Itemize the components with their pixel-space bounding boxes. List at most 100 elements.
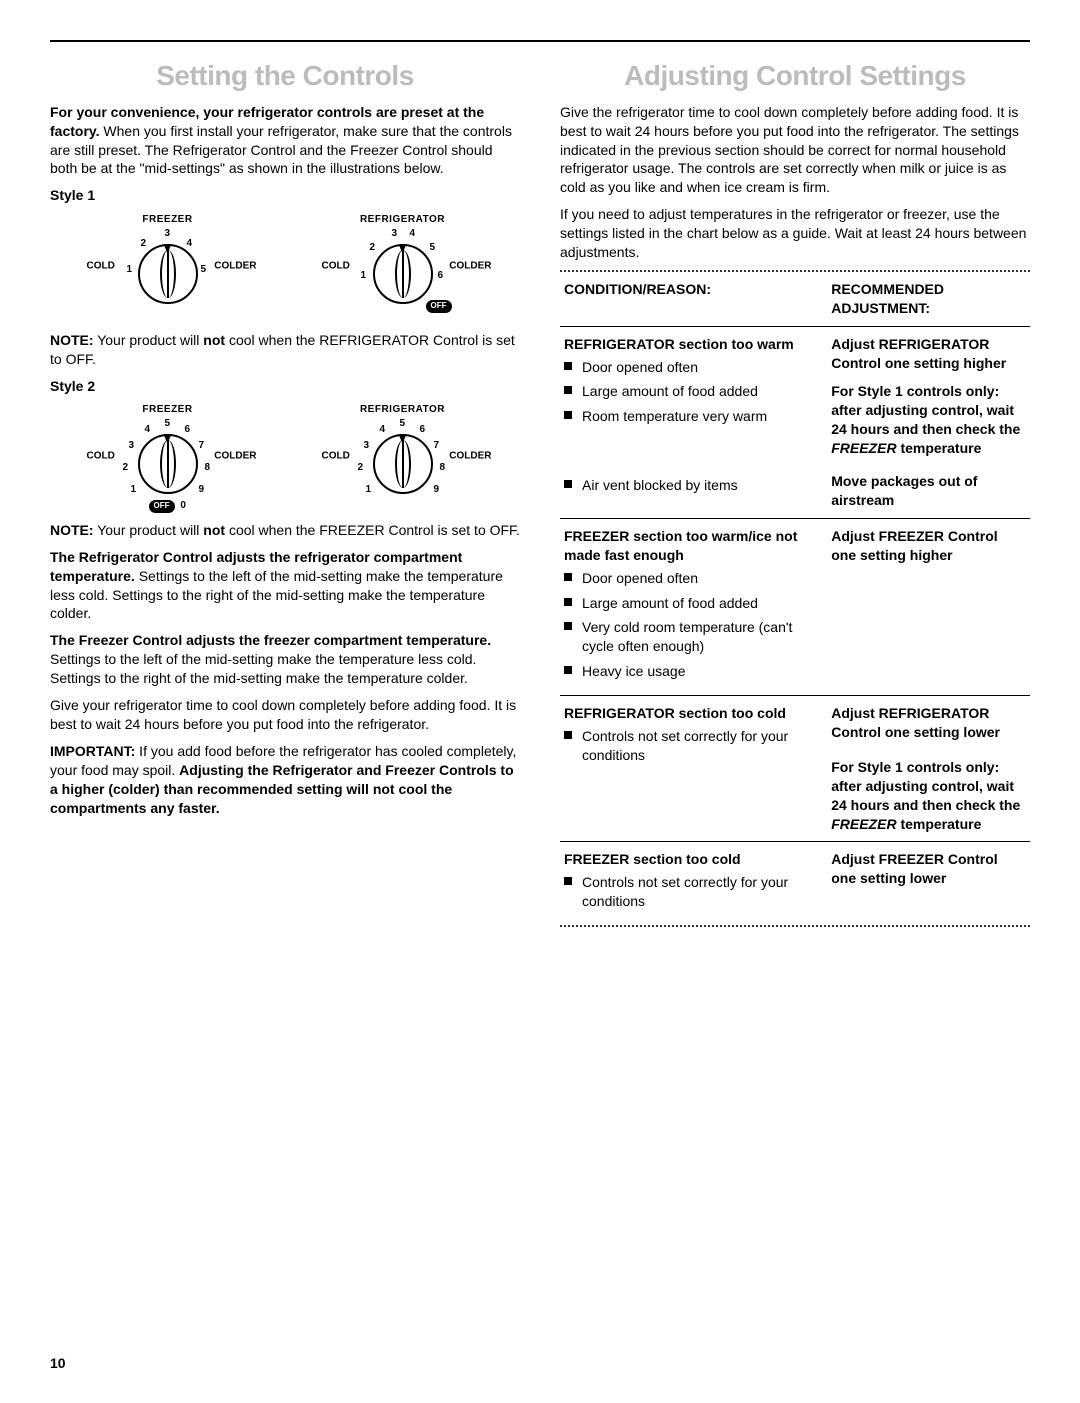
bullet-list: Door opened often Large amount of food a… bbox=[564, 358, 817, 427]
list-item: Room temperature very warm bbox=[582, 407, 817, 426]
dial-icon: 1 2 3 4 5 6 7 8 9 bbox=[358, 419, 448, 509]
adj-sub-pre: For Style 1 controls only: after adjusti… bbox=[831, 383, 1020, 437]
list-item: Very cold room temperature (can't cycle … bbox=[582, 618, 817, 656]
intro-paragraph: For your convenience, your refrigerator … bbox=[50, 103, 520, 179]
adj-sub: For Style 1 controls only: after adjusti… bbox=[831, 758, 1026, 834]
colder-label: COLDER bbox=[214, 259, 256, 273]
style2-freezer-dial: FREEZER COLD COLDER 1 2 3 4 5 6 7 8 9 OF… bbox=[123, 403, 213, 509]
page-top-rule bbox=[50, 40, 1030, 42]
tick-0: 0 bbox=[180, 500, 186, 511]
adjustment-cell: Adjust REFRIGERATOR Control one setting … bbox=[831, 335, 1026, 458]
note1-text: Your product will bbox=[94, 332, 204, 348]
tick-3: 3 bbox=[364, 439, 370, 453]
intro-rest: When you first install your refrigerator… bbox=[50, 123, 512, 177]
bullet-list: Air vent blocked by items bbox=[564, 476, 817, 495]
header-adjustment: RECOMMENDED ADJUSTMENT: bbox=[831, 280, 1026, 318]
tick-1: 1 bbox=[131, 483, 137, 497]
freezer-para-rest: Settings to the left of the mid-setting … bbox=[50, 651, 476, 686]
adjustment-cell: Adjust FREEZER Control one setting highe… bbox=[831, 527, 1026, 687]
tick-6: 6 bbox=[185, 423, 191, 437]
list-item: Controls not set correctly for your cond… bbox=[582, 727, 817, 765]
tick-5: 5 bbox=[201, 263, 207, 277]
dial-icon: 1 2 3 4 5 bbox=[123, 229, 213, 319]
adj-sub-italic: FREEZER bbox=[831, 816, 896, 832]
style1-dials: FREEZER COLD COLDER 1 2 3 4 5 REFRIGERAT… bbox=[50, 213, 520, 319]
header-condition: CONDITION/REASON: bbox=[564, 280, 817, 318]
tick-9: 9 bbox=[199, 483, 205, 497]
freezer-para-bold: The Freezer Control adjusts the freezer … bbox=[50, 632, 491, 648]
list-item: Door opened often bbox=[582, 358, 817, 377]
tick-7: 7 bbox=[434, 439, 440, 453]
freezer-control-paragraph: The Freezer Control adjusts the freezer … bbox=[50, 631, 520, 688]
adjustment-cell: Adjust REFRIGERATOR Control one setting … bbox=[831, 704, 1026, 833]
freezer-caption: FREEZER bbox=[123, 213, 213, 227]
cold-label: COLD bbox=[322, 449, 350, 463]
tick-2: 2 bbox=[370, 241, 376, 255]
bullet-list: Controls not set correctly for your cond… bbox=[564, 727, 817, 765]
note2-text: Your product will bbox=[94, 522, 204, 538]
tick-2: 2 bbox=[123, 461, 129, 475]
adjustment-table: CONDITION/REASON: RECOMMENDED ADJUSTMENT… bbox=[560, 270, 1030, 927]
tick-8: 8 bbox=[440, 461, 446, 475]
condition-cell: Air vent blocked by items bbox=[564, 472, 817, 510]
table-row: Air vent blocked by items Move packages … bbox=[560, 466, 1030, 518]
cold-label: COLD bbox=[87, 449, 115, 463]
tick-8: 8 bbox=[205, 461, 211, 475]
tick-2: 2 bbox=[358, 461, 364, 475]
list-item: Door opened often bbox=[582, 569, 817, 588]
fridge-caption: REFRIGERATOR bbox=[358, 213, 448, 227]
table-row: FREEZER section too cold Controls not se… bbox=[560, 841, 1030, 927]
dial-icon: 1 2 3 4 5 6 OFF bbox=[358, 229, 448, 319]
freezer-caption: FREEZER bbox=[123, 403, 213, 417]
tick-1: 1 bbox=[366, 483, 372, 497]
adjustment-cell: Move packages out of airstream bbox=[831, 472, 1026, 510]
tick-5: 5 bbox=[165, 417, 171, 431]
note2-label: NOTE: bbox=[50, 522, 94, 538]
tick-3: 3 bbox=[165, 227, 171, 241]
adj-sub-pre: For Style 1 controls only: after adjusti… bbox=[831, 759, 1020, 813]
fridge-control-paragraph: The Refrigerator Control adjusts the ref… bbox=[50, 548, 520, 624]
tick-7: 7 bbox=[199, 439, 205, 453]
condition-cell: FREEZER section too warm/ice not made fa… bbox=[564, 527, 817, 687]
adj-sub-italic: FREEZER bbox=[831, 440, 896, 456]
list-item: Large amount of food added bbox=[582, 382, 817, 401]
condition-cell: FREEZER section too cold Controls not se… bbox=[564, 850, 817, 917]
table-row: FREEZER section too warm/ice not made fa… bbox=[560, 518, 1030, 695]
table-header: CONDITION/REASON: RECOMMENDED ADJUSTMENT… bbox=[560, 270, 1030, 326]
bullet-list: Controls not set correctly for your cond… bbox=[564, 873, 817, 911]
list-item: Heavy ice usage bbox=[582, 662, 817, 681]
tick-3: 3 bbox=[392, 227, 398, 241]
cold-label: COLD bbox=[87, 259, 115, 273]
adj-main: Adjust REFRIGERATOR Control one setting … bbox=[831, 336, 1006, 371]
cold-label: COLD bbox=[322, 259, 350, 273]
left-column: Setting the Controls For your convenienc… bbox=[50, 57, 520, 927]
tick-5: 5 bbox=[400, 417, 406, 431]
tick-9: 9 bbox=[434, 483, 440, 497]
page-number: 10 bbox=[50, 1354, 66, 1373]
style2-label: Style 2 bbox=[50, 377, 520, 396]
note1-not: not bbox=[203, 332, 225, 348]
style2-dials: FREEZER COLD COLDER 1 2 3 4 5 6 7 8 9 OF… bbox=[50, 403, 520, 509]
tick-6: 6 bbox=[438, 269, 444, 283]
adjustment-cell: Adjust FREEZER Control one setting lower bbox=[831, 850, 1026, 917]
important-paragraph: IMPORTANT: If you add food before the re… bbox=[50, 742, 520, 818]
condition-title: REFRIGERATOR section too warm bbox=[564, 336, 794, 352]
tick-5: 5 bbox=[430, 241, 436, 255]
off-badge: OFF bbox=[149, 500, 175, 513]
style1-label: Style 1 bbox=[50, 186, 520, 205]
right-intro2: If you need to adjust temperatures in th… bbox=[560, 205, 1030, 262]
dial-icon: 1 2 3 4 5 6 7 8 9 OFF 0 bbox=[123, 419, 213, 509]
condition-cell: REFRIGERATOR section too warm Door opene… bbox=[564, 335, 817, 458]
colder-label: COLDER bbox=[449, 449, 491, 463]
header-rec: RECOMMENDED bbox=[831, 281, 944, 297]
tick-4: 4 bbox=[380, 423, 386, 437]
adj-sub-post: temperature bbox=[897, 816, 982, 832]
colder-label: COLDER bbox=[449, 259, 491, 273]
cool-paragraph: Give your refrigerator time to cool down… bbox=[50, 696, 520, 734]
list-item: Air vent blocked by items bbox=[582, 476, 817, 495]
tick-1: 1 bbox=[361, 269, 367, 283]
tick-4: 4 bbox=[187, 237, 193, 251]
off-row: OFF 0 bbox=[149, 494, 186, 513]
tick-6: 6 bbox=[420, 423, 426, 437]
table-row: REFRIGERATOR section too cold Controls n… bbox=[560, 695, 1030, 841]
